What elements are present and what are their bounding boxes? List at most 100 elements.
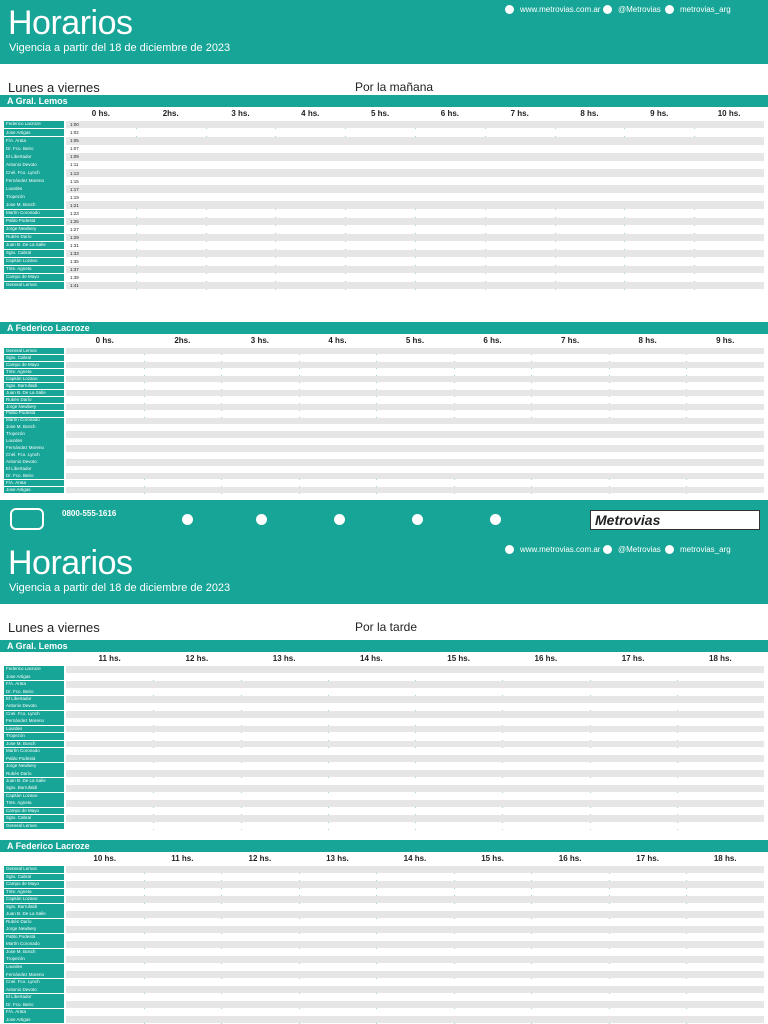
station: Jose M. Bosch [4, 424, 64, 431]
row-stripe [66, 762, 764, 770]
station: Martín Coronado [4, 941, 64, 949]
row-stripe [66, 680, 764, 688]
row-stripe [66, 161, 764, 169]
header-band [0, 0, 768, 64]
row-stripe [66, 725, 764, 733]
station: Rubén Darío [4, 233, 64, 242]
row-stripe [66, 403, 764, 410]
link: www.metrovias.com.ar [520, 5, 601, 14]
time: 1:23 [70, 210, 79, 216]
hour-label: 15 hs. [447, 654, 470, 663]
hour-label: 18 hs. [709, 654, 732, 663]
station: Federico Lacroze [4, 666, 64, 673]
hour-label: 5 hs. [370, 109, 390, 118]
station: Lourdes [4, 963, 64, 971]
station: Sgto. Cabral [4, 249, 64, 258]
title: Horarios [8, 544, 133, 582]
station: Fernández Moreno [4, 971, 64, 979]
row-stripe [66, 1016, 764, 1024]
row-stripe [66, 273, 764, 282]
hour-label: 15 hs. [481, 854, 504, 863]
row-stripe [66, 800, 764, 808]
row-stripe [66, 431, 764, 438]
icon [256, 514, 267, 525]
time: 1:25 [70, 218, 79, 224]
row-stripe [66, 348, 764, 355]
direction-bar: A Federico Lacroze [0, 322, 768, 334]
link-icon [665, 545, 674, 554]
row-stripe [66, 241, 764, 250]
row-stripe [66, 755, 764, 763]
icon [334, 514, 345, 525]
row-stripe [66, 169, 764, 177]
station: Pablo Podestá [4, 410, 64, 417]
station: Jose Artigas [4, 129, 64, 137]
station: Juan B. De La Salle [4, 777, 64, 785]
row-stripe [66, 137, 764, 145]
station: Cnel. Fco. Lynch [4, 978, 64, 986]
row-stripe [66, 265, 764, 274]
station: Antonio Devoto [4, 161, 64, 169]
hour-label: 9 hs. [716, 336, 735, 345]
row-stripe [66, 785, 764, 793]
row-stripe [66, 466, 764, 473]
row-stripe [66, 986, 764, 994]
row-stripe [66, 941, 764, 949]
hour-label: 18 hs. [713, 854, 737, 863]
station: Martín Coronado [4, 209, 64, 217]
time: 1:13 [70, 170, 79, 176]
station: Martín Coronado [4, 417, 64, 424]
hour-label: 13 hs. [272, 654, 296, 663]
station: Jorge Newbery [4, 225, 64, 234]
link-icon [505, 545, 514, 554]
row-stripe [66, 121, 764, 129]
row-stripe [66, 145, 764, 153]
station: Sgto. Cabral [4, 815, 64, 822]
row-stripe [66, 389, 764, 397]
station: F/A. Arata [4, 480, 64, 487]
time: 1:00 [70, 122, 79, 128]
link: www.metrovias.com.ar [520, 545, 601, 554]
row-stripe [66, 382, 764, 390]
hour-label: 12 hs. [248, 854, 272, 863]
hour-label: 4 hs. [301, 109, 320, 118]
hour-label: 3 hs. [250, 336, 269, 345]
row-stripe [66, 417, 764, 424]
station: Capitán Lozano [4, 257, 64, 266]
row-stripe [66, 777, 764, 785]
time: 1:35 [70, 259, 79, 265]
row-stripe [66, 410, 764, 417]
hour-label: 14 hs. [403, 854, 427, 863]
brand: Metrovias [595, 512, 661, 528]
hour-label: 10 hs. [717, 109, 741, 118]
station: Dr. Fco. Beiro [4, 688, 64, 696]
hour-label: 8 hs. [580, 109, 599, 118]
station: Jose Artigas [4, 673, 64, 681]
row-stripe [66, 375, 764, 383]
cau-logo [10, 508, 44, 530]
station: General Lemos [4, 866, 64, 873]
row-stripe [66, 209, 764, 217]
station: Tropezón [4, 431, 64, 438]
time: 1:29 [70, 234, 79, 240]
hour-label: 14 hs. [360, 654, 383, 663]
station: Fernández Moreno [4, 718, 64, 726]
direction-bar: A Gral. Lemos [0, 640, 768, 652]
link: @Metrovias [618, 5, 661, 14]
row-stripe [66, 866, 764, 873]
link-icon [603, 5, 612, 14]
row-stripe [66, 1008, 764, 1016]
row-stripe [66, 233, 764, 242]
row-stripe [66, 424, 764, 431]
row-stripe [66, 956, 764, 964]
time: 1:05 [70, 138, 79, 144]
time: 1:37 [70, 267, 79, 273]
station: Juan B. De La Salle [4, 241, 64, 250]
row-stripe [66, 718, 764, 726]
icon [490, 514, 501, 525]
link: @Metrovias [618, 545, 661, 554]
row-stripe [66, 903, 764, 911]
row-stripe [66, 438, 764, 445]
hour-label: 10 hs. [93, 854, 117, 863]
